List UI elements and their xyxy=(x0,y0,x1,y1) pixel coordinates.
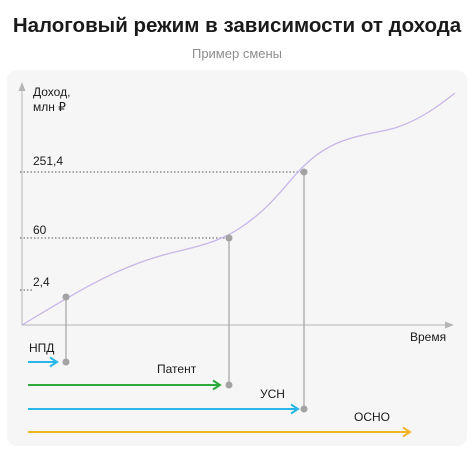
regime-label-patent: Патент xyxy=(157,362,197,376)
regime-arrow-npd xyxy=(28,356,59,368)
regime-label-osno: ОСНО xyxy=(354,410,390,424)
y-axis-label-line2: млн ₽ xyxy=(33,100,66,114)
curve-point-251 xyxy=(300,168,308,176)
curve-point-60 xyxy=(225,234,233,242)
arrow-head-icon xyxy=(212,379,222,391)
regime-label-npd: НПД xyxy=(29,341,54,355)
regime-arrow-osno xyxy=(28,426,412,438)
marker-end-npd xyxy=(62,358,70,366)
threshold-label-251: 251,4 xyxy=(33,154,63,168)
page-title: Налоговый режим в зависимости от дохода xyxy=(12,14,462,37)
page-subtitle: Пример смены xyxy=(191,46,283,61)
diagram-panel xyxy=(7,70,467,446)
y-axis-arrow-icon xyxy=(18,82,26,91)
arrow-head-icon xyxy=(402,426,412,438)
arrow-head-icon xyxy=(290,403,300,415)
curve-point-2-4 xyxy=(62,293,70,301)
marker-end-patent xyxy=(225,381,233,389)
regime-label-usn: УСН xyxy=(260,387,285,401)
threshold-label-2-4: 2,4 xyxy=(33,275,50,289)
x-axis-arrow-icon xyxy=(445,321,454,329)
income-curve xyxy=(21,92,456,326)
regime-arrow-usn xyxy=(28,403,300,415)
threshold-label-60: 60 xyxy=(33,223,47,237)
x-axis-label: Время xyxy=(410,330,446,344)
arrow-head-icon xyxy=(49,356,59,368)
marker-end-usn xyxy=(300,405,308,413)
y-axis-label-line1: Доход, xyxy=(33,85,70,99)
regime-arrow-patent xyxy=(28,379,222,391)
